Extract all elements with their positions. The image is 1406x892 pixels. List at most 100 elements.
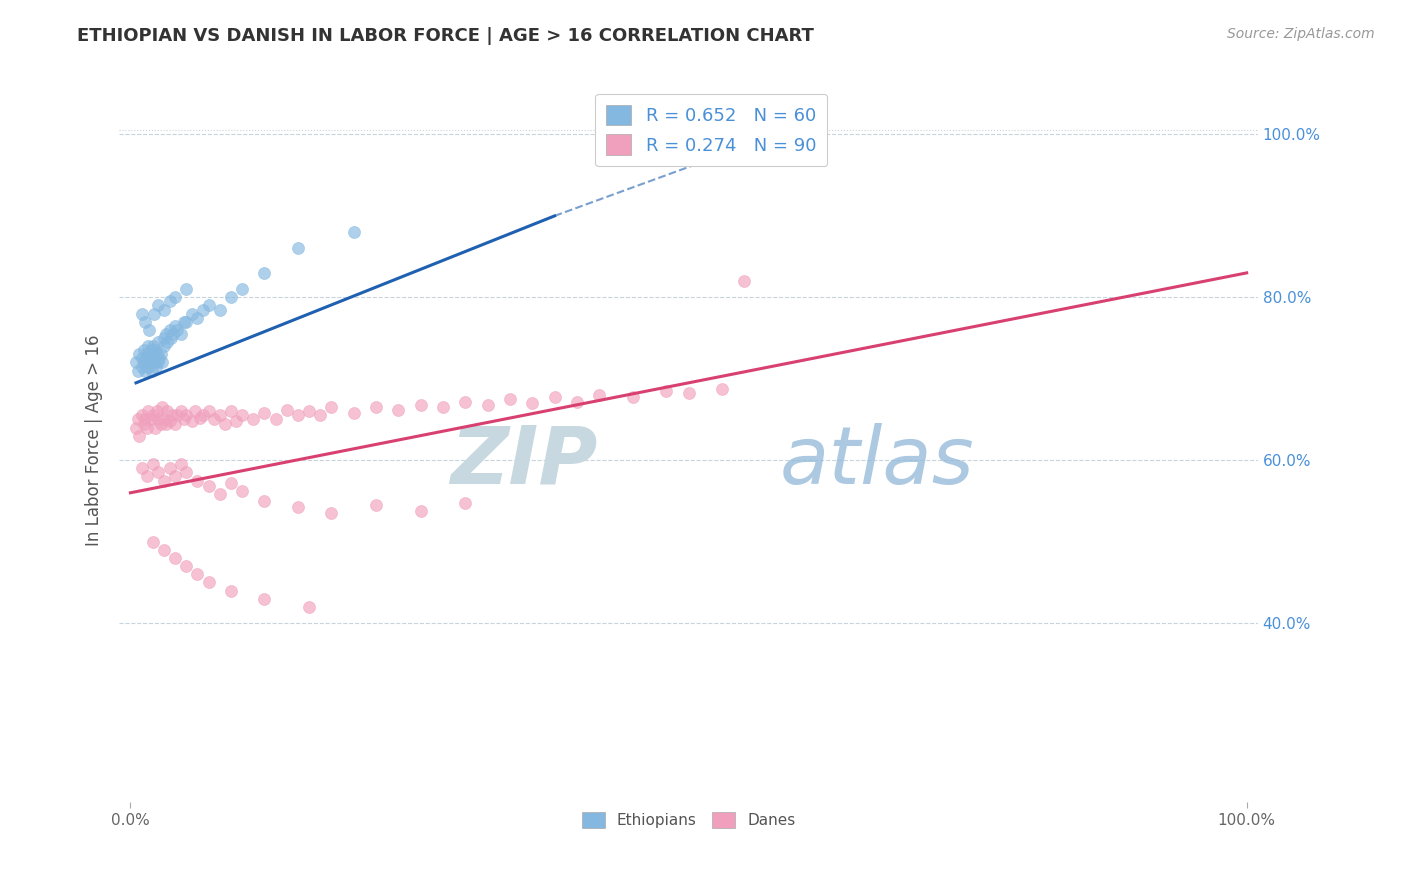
Point [298, 599, 321, 614]
Point [142, 339, 165, 353]
Point [148, 466, 170, 480]
Point [136, 420, 159, 434]
Point [150, 355, 173, 369]
Point [197, 479, 219, 493]
Point [131, 461, 153, 475]
Point [134, 364, 156, 378]
Point [225, 414, 247, 428]
Point [733, 274, 755, 288]
Point [343, 406, 366, 420]
Point [127, 364, 149, 378]
Point [159, 461, 181, 475]
Point [165, 469, 187, 483]
Text: Source: ZipAtlas.com: Source: ZipAtlas.com [1227, 27, 1375, 41]
Point [231, 409, 253, 423]
Point [678, 386, 700, 401]
Point [522, 396, 544, 410]
Point [142, 457, 165, 471]
Point [165, 290, 187, 304]
Point [186, 474, 208, 488]
Point [321, 401, 343, 415]
Point [364, 401, 387, 415]
Point [159, 331, 181, 345]
Point [191, 302, 214, 317]
Point [136, 359, 159, 374]
Point [148, 412, 170, 426]
Point [477, 398, 499, 412]
Point [142, 307, 165, 321]
Point [166, 323, 188, 337]
Point [197, 575, 219, 590]
Point [621, 390, 644, 404]
Point [132, 355, 155, 369]
Point [309, 409, 332, 423]
Point [432, 401, 454, 415]
Point [364, 498, 387, 512]
Point [138, 351, 160, 366]
Point [134, 412, 156, 426]
Point [136, 339, 159, 353]
Point [191, 409, 214, 423]
Point [139, 412, 162, 426]
Point [711, 382, 734, 396]
Point [149, 347, 172, 361]
Point [132, 343, 155, 358]
Point [219, 290, 242, 304]
Point [565, 394, 588, 409]
Point [180, 414, 202, 428]
Point [186, 310, 208, 325]
Point [148, 298, 170, 312]
Point [153, 331, 176, 345]
Point [136, 469, 159, 483]
Point [153, 302, 176, 317]
Point [174, 559, 197, 574]
Point [162, 326, 184, 341]
Point [188, 410, 211, 425]
Point [287, 409, 309, 423]
Point [148, 355, 170, 369]
Point [142, 347, 165, 361]
Point [142, 351, 165, 366]
Point [125, 355, 148, 369]
Point [142, 409, 165, 423]
Point [139, 355, 162, 369]
Point [136, 347, 159, 361]
Point [499, 392, 522, 406]
Point [143, 355, 166, 369]
Point [231, 282, 253, 296]
Point [134, 315, 156, 329]
Point [139, 343, 162, 358]
Point [131, 359, 153, 374]
Point [543, 390, 565, 404]
Point [145, 359, 167, 374]
Point [166, 409, 188, 423]
Y-axis label: In Labor Force | Age > 16: In Labor Force | Age > 16 [86, 334, 103, 546]
Point [135, 351, 157, 366]
Point [160, 409, 183, 423]
Point [132, 417, 155, 431]
Point [454, 394, 477, 409]
Point [155, 326, 177, 341]
Point [141, 364, 163, 378]
Point [655, 384, 678, 398]
Point [409, 504, 432, 518]
Point [153, 412, 176, 426]
Point [409, 398, 432, 412]
Point [186, 567, 208, 582]
Point [153, 339, 176, 353]
Point [146, 347, 169, 361]
Point [219, 475, 242, 490]
Point [131, 307, 153, 321]
Point [156, 404, 179, 418]
Point [128, 429, 150, 443]
Point [214, 417, 236, 431]
Point [219, 583, 242, 598]
Point [159, 323, 181, 337]
Point [148, 335, 170, 350]
Point [136, 404, 159, 418]
Point [287, 242, 309, 256]
Point [208, 302, 231, 317]
Text: atlas: atlas [780, 423, 974, 500]
Point [253, 406, 276, 420]
Point [174, 466, 197, 480]
